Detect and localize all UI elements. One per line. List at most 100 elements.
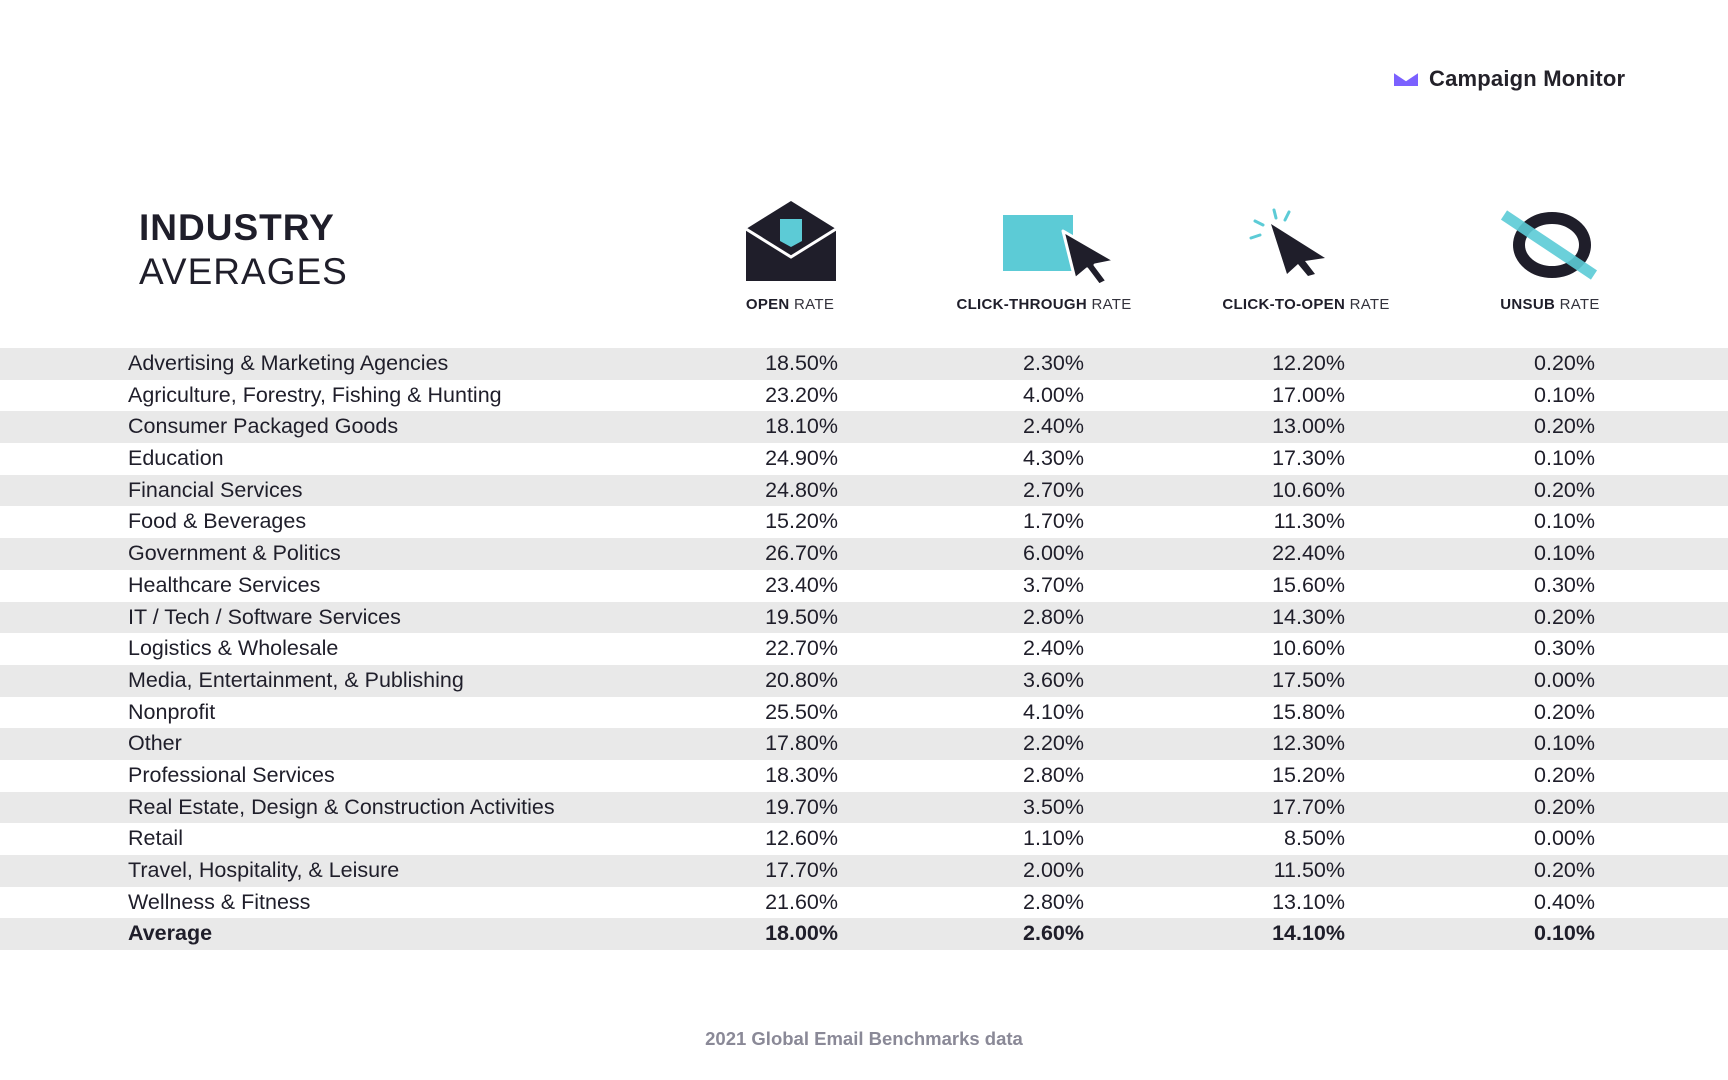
table-row-average: Average 18.00% 2.60% 14.10% 0.10% [0,918,1728,951]
industry-name: Advertising & Marketing Agencies [128,351,449,375]
unsub-rate-value: 0.10% [1534,446,1595,471]
table-row: IT / Tech / Software Services 19.50% 2.80%… [0,601,1728,634]
table-row: Financial Services 24.80% 2.70% 10.60% 0.20% [0,474,1728,507]
table-row: Retail 12.60% 1.10% 8.50% 0.00% [0,823,1728,855]
industry-name: Travel, Hospitality, & Leisure [128,858,400,882]
open-rate-value: 15.20% [765,509,838,534]
open-rate-value: 25.50% [765,699,838,724]
click-through-rate-value: 2.60% [1023,921,1084,946]
click-to-open-rate-value: 10.60% [1272,477,1345,502]
cursor-click-icon [1249,208,1325,276]
brand-logo: Campaign Monitor [1393,66,1625,92]
unsub-rate-value: 0.20% [1534,762,1595,787]
footer-source: 2021 Global Email Benchmarks data [705,1028,1023,1049]
click-to-open-rate-value: 14.30% [1272,604,1345,629]
benchmarks-table: Advertising & Marketing Agencies 18.50% 2.… [0,348,1728,951]
industry-name: Nonprofit [128,699,216,724]
unsub-rate-value: 0.10% [1534,509,1595,534]
click-to-open-rate-value: 14.10% [1272,921,1345,946]
table-row: Wellness & Fitness 21.60% 2.80% 13.10% 0.40% [0,887,1728,919]
table-row: Consumer Packaged Goods 18.10% 2.40% 13.00%… [0,411,1728,444]
unsub-rate-value: 0.40% [1534,889,1595,914]
table-row: Advertising & Marketing Agencies 18.50% 2.… [0,348,1728,380]
click-through-rate-value: 4.00% [1023,382,1084,407]
unsub-rate-value: 0.10% [1534,921,1595,946]
click-to-open-rate-value: 8.50% [1284,826,1345,851]
click-to-open-rate-value: 17.30% [1272,446,1345,471]
open-rate-value: 21.60% [765,889,838,914]
click-to-open-rate-value: 22.40% [1272,541,1345,566]
click-through-rate-value: 3.50% [1023,794,1084,819]
unsub-rate-value: 0.20% [1534,604,1595,629]
click-through-rate-value: 2.20% [1023,731,1084,756]
industry-name: Consumer Packaged Goods [128,414,399,439]
title-line-2: AVERAGES [139,251,348,292]
unsub-rate-value: 0.20% [1534,794,1595,819]
industry-name: Retail [128,826,183,851]
click-to-open-rate-value: 12.30% [1272,731,1345,756]
campaign-monitor-logo-icon [1393,71,1419,86]
click-to-open-rate-value: 13.00% [1272,414,1345,439]
table-row: Professional Services 18.30% 2.80% 15.20% 0.… [0,760,1728,792]
industry-name: Professional Services [128,762,335,787]
unsub-rate-value: 0.00% [1534,667,1595,692]
click-through-rate-value: 2.40% [1023,414,1084,439]
click-through-rate-value: 4.10% [1023,699,1084,724]
industry-name: Education [128,446,224,471]
click-through-rate-value: 2.80% [1023,889,1084,914]
page-title: INDUSTRY AVERAGES [139,206,348,294]
click-through-rate-value: 2.80% [1023,604,1084,629]
open-rate-value: 23.40% [765,572,838,597]
industry-name: Healthcare Services [128,572,321,597]
industry-name: Media, Entertainment, & Publishing [128,667,464,692]
table-row: Government & Politics 26.70% 6.00% 22.40% 0.… [0,538,1728,570]
industry-name: Wellness & Fitness [128,889,311,914]
open-rate-value: 18.50% [765,351,838,375]
open-rate-value: 17.80% [765,731,838,756]
click-through-rate-value: 2.80% [1023,762,1084,787]
unsub-rate-value: 0.10% [1534,541,1595,566]
unsub-rate-value: 0.20% [1534,351,1595,375]
industry-name: Average [128,921,213,946]
open-rate-value: 26.70% [765,541,838,566]
open-rate-value: 23.20% [765,382,838,407]
click-through-rate-value: 2.40% [1023,636,1084,661]
click-to-open-rate-value: 11.50% [1273,858,1345,882]
open-rate-value: 24.80% [765,477,838,502]
envelope-icon [745,201,837,281]
table-row: Food & Beverages 15.20% 1.70% 11.30% 0.10% [0,506,1728,538]
open-rate-value: 19.50% [765,604,838,629]
industry-name: Real Estate, Design & Construction Activ… [128,794,555,819]
industry-name: IT / Tech / Software Services [128,604,401,629]
brand-logo-text: Campaign Monitor [1429,66,1626,91]
open-rate-value: 12.60% [765,826,838,851]
title-line-1: INDUSTRY [139,207,335,248]
table-row: Healthcare Services 23.40% 3.70% 15.60% 0.30… [0,570,1728,602]
click-to-open-rate-value: 17.50% [1272,667,1345,692]
click-through-rate-value: 2.70% [1023,477,1084,502]
click-through-rate-value: 2.00% [1023,858,1084,882]
click-through-rate-value: 3.70% [1023,572,1084,597]
unsub-rate-value: 0.10% [1534,382,1595,407]
table-row: Nonprofit 25.50% 4.10% 15.80% 0.20% [0,697,1728,729]
industry-name: Logistics & Wholesale [128,636,339,661]
click-to-open-rate-value: 11.30% [1273,509,1345,534]
click-through-rate-value: 3.60% [1023,667,1084,692]
click-through-rate-value: 1.10% [1023,826,1084,851]
table-row: Real Estate, Design & Construction Activ… [0,791,1728,824]
table-row: Logistics & Wholesale 22.70% 2.40% 10.60% 0.… [0,633,1728,665]
table-row: Media, Entertainment, & Publishing 20.80%… [0,664,1728,697]
click-through-rate-value: 6.00% [1023,541,1084,566]
table-row: Education 24.90% 4.30% 17.30% 0.10% [0,443,1728,475]
column-header-ctr: CLICK-THROUGH RATE [956,296,1132,313]
column-header-cto: CLICK-TO-OPEN RATE [1222,296,1390,313]
click-to-open-rate-value: 17.00% [1272,382,1345,407]
unsub-rate-value: 0.00% [1534,826,1595,851]
click-through-rate-value: 1.70% [1023,509,1084,534]
table-row: Agriculture, Forestry, Fishing & Hunting… [0,380,1728,412]
click-to-open-rate-value: 13.10% [1272,889,1345,914]
table-row: Travel, Hospitality, & Leisure 17.70% 2.00… [0,855,1728,887]
click-to-open-rate-value: 15.60% [1272,572,1345,597]
table-row: Other 17.80% 2.20% 12.30% 0.10% [0,728,1728,760]
unsub-rate-value: 0.10% [1534,731,1595,756]
